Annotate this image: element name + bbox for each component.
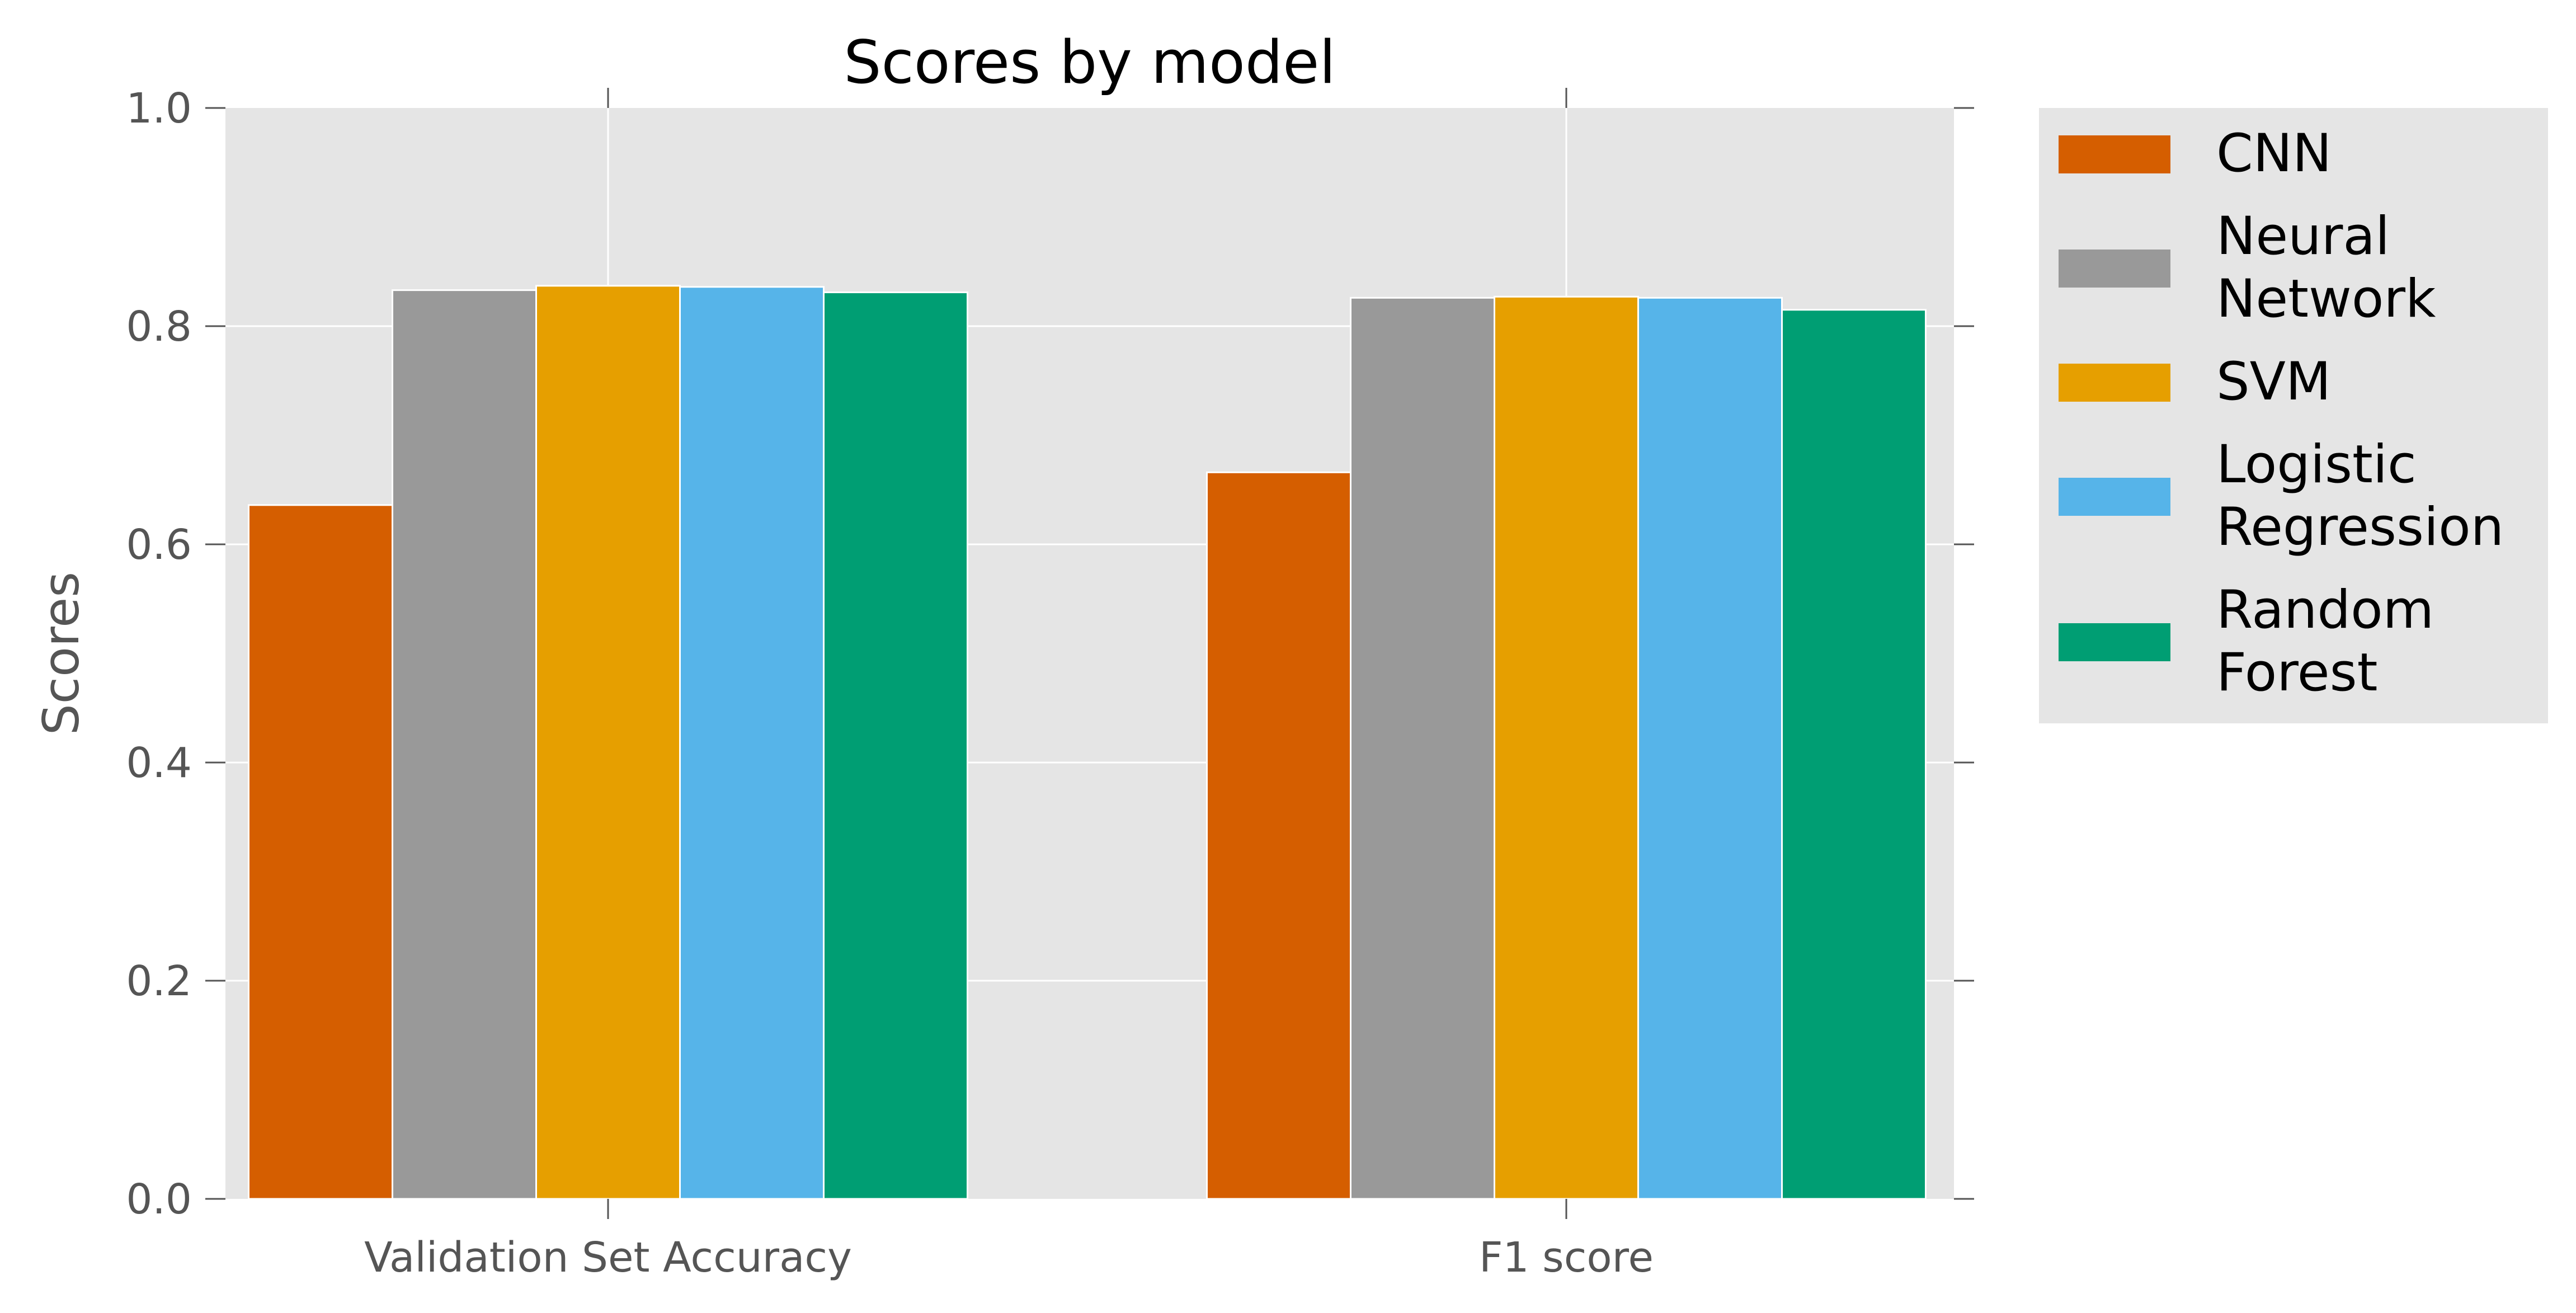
bar: [1781, 309, 1927, 1200]
y-tick-label: 0.6: [126, 521, 192, 569]
legend-label: Network: [2216, 269, 2436, 330]
bar: [535, 285, 681, 1200]
legend-label: Forest: [2216, 642, 2377, 703]
y-tick-label: 0.2: [126, 957, 192, 1005]
bar: [392, 289, 537, 1200]
y-tick-label: 0.0: [126, 1175, 192, 1223]
chart-title: Scores by model: [844, 28, 1336, 97]
bar: [1494, 295, 1639, 1200]
x-tick-label: F1 score: [1479, 1234, 1654, 1282]
y-tick-label: 0.8: [126, 303, 192, 351]
bar: [1350, 297, 1495, 1200]
legend-swatch: [2059, 623, 2170, 661]
legend-swatch: [2059, 135, 2170, 173]
legend-label: Regression: [2216, 497, 2504, 558]
y-tick-labels: 0.0 0.2 0.4 0.6 0.8 1.0: [126, 84, 192, 1223]
legend-swatch: [2059, 364, 2170, 402]
bar: [1637, 297, 1783, 1200]
y-tick-label: 0.4: [126, 739, 192, 787]
legend-label: CNN: [2216, 123, 2332, 184]
legend-label: SVM: [2216, 351, 2331, 412]
legend-label: Random: [2216, 580, 2434, 641]
bar: [823, 291, 968, 1200]
x-tick-labels: Validation Set Accuracy F1 score: [364, 1234, 1654, 1282]
bars: [248, 285, 1927, 1200]
legend-swatch: [2059, 478, 2170, 516]
legend-swatch: [2059, 250, 2170, 288]
legend-background: [2039, 108, 2548, 723]
y-axis-label: Scores: [32, 572, 90, 735]
bar: [1206, 471, 1351, 1200]
bar: [248, 504, 393, 1200]
x-tick-label: Validation Set Accuracy: [364, 1234, 852, 1282]
bar: [679, 286, 825, 1200]
legend-label: Neural: [2216, 206, 2390, 267]
legend-label: Logistic: [2216, 434, 2417, 495]
tick-marks: [205, 88, 1974, 1219]
y-tick-label: 1.0: [126, 84, 192, 133]
